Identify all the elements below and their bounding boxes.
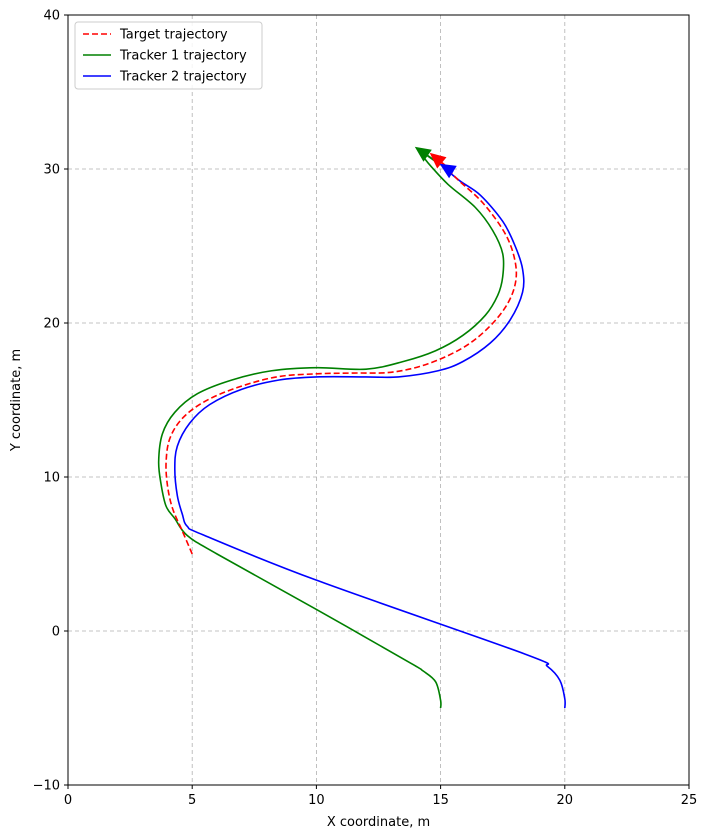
series-layer: [157, 156, 566, 709]
y-axis-label: Y coordinate, m: [9, 349, 24, 452]
y-axis-ticks: −10 0 10 20 30 40: [33, 9, 68, 794]
x-tick-label: 25: [681, 793, 698, 808]
x-tick-label: 10: [308, 793, 325, 808]
arrow-layer: [414, 146, 457, 179]
x-axis-ticks: 0 5 10 15 20 25: [64, 785, 697, 808]
legend-label-1: Target trajectory: [119, 28, 228, 43]
y-tick-label: 30: [43, 163, 60, 178]
x-tick-label: 15: [432, 793, 449, 808]
series-line-1: [165, 160, 518, 555]
x-tick-label: 5: [188, 793, 196, 808]
plot-background: [68, 15, 689, 785]
y-tick-label: −10: [33, 779, 60, 794]
y-tick-label: 10: [43, 471, 60, 486]
legend-box: [74, 21, 263, 90]
y-tick-label: 40: [43, 9, 60, 24]
x-tick-label: 0: [64, 793, 72, 808]
series-line-2: [157, 156, 505, 709]
x-tick-label: 20: [557, 793, 574, 808]
direction-arrow-head-1: [414, 146, 432, 162]
direction-arrow-head-2: [429, 152, 447, 169]
y-tick-label: 20: [43, 317, 60, 332]
x-axis-label: X coordinate, m: [327, 815, 430, 830]
direction-arrow-head-3: [439, 163, 457, 179]
legend: Target trajectory Tracker 1 trajectory Tra…: [74, 21, 263, 90]
plot-frame: [67, 14, 690, 786]
series-line-3: [174, 168, 566, 709]
legend-label-2: Tracker 1 trajectory: [119, 49, 247, 64]
legend-label-3: Tracker 2 trajectory: [119, 70, 247, 85]
y-tick-label: 0: [52, 625, 60, 640]
